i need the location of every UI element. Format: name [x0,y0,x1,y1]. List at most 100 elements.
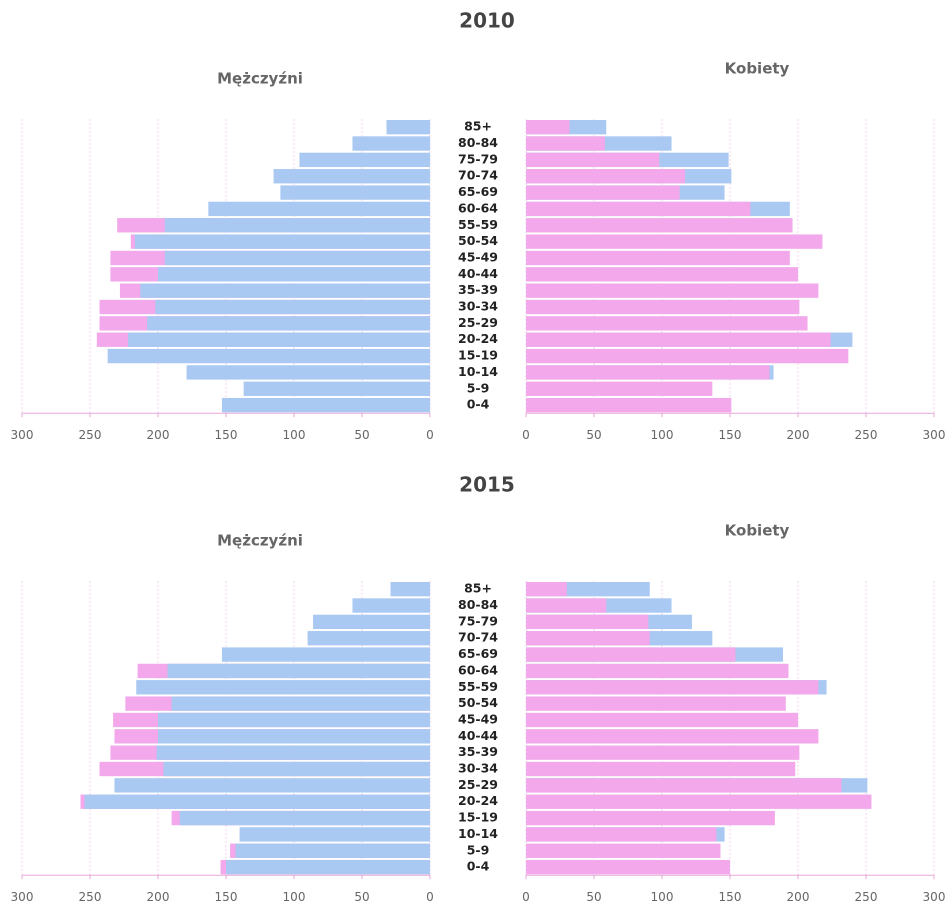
category-label: 80-84 [458,597,498,612]
category-label: 15-19 [458,348,498,363]
x-tick-label: 200 [147,428,170,442]
bar [526,794,872,809]
category-label: 30-34 [458,761,498,776]
category-label: 40-44 [458,266,498,281]
bar [386,120,430,135]
bar [526,348,849,364]
category-label: 45-49 [458,249,498,264]
x-tick-label: 200 [147,890,170,902]
bar [164,250,431,266]
bar [526,614,649,630]
category-label: 15-19 [458,810,498,825]
category-label: 75-79 [458,151,498,166]
x-tick-label: 0 [522,428,530,442]
bar [526,120,570,135]
category-label: 35-39 [458,744,498,759]
bar [179,810,430,826]
category-label: 10-14 [458,364,498,379]
bar [526,778,842,793]
panel-title: Mężczyźni [217,70,303,88]
x-tick-label: 250 [79,890,102,902]
bar [134,234,430,249]
category-label: 75-79 [458,613,498,628]
bar [171,696,430,711]
bar [155,299,430,315]
bar [226,859,430,875]
bar [107,348,431,364]
x-tick-label: 0 [522,890,530,902]
category-label: 20-24 [458,793,498,808]
x-tick-label: 100 [651,890,674,902]
bar [158,729,430,744]
x-tick-label: 150 [719,890,742,902]
bar [526,201,751,217]
bar [208,201,430,217]
category-label: 65-69 [458,184,498,199]
bar [526,316,808,331]
category-label: 45-49 [458,711,498,726]
bar [167,663,430,679]
bar [186,365,430,380]
x-tick-label: 250 [855,890,878,902]
bar [526,843,721,858]
x-tick-label: 300 [11,428,34,442]
bar [352,598,430,613]
category-label: 10-14 [458,826,498,841]
category-label: 70-74 [458,630,498,645]
bar [114,778,430,793]
bar [163,761,430,777]
bar [128,332,430,347]
bar [526,631,650,646]
bar [526,234,823,249]
category-label: 30-34 [458,299,498,314]
bar [158,267,430,282]
category-label: 80-84 [458,135,498,150]
category-label: 25-29 [458,315,498,330]
bar [526,397,732,413]
panel-title: Kobiety [725,60,790,78]
bar [352,136,430,151]
x-tick-label: 150 [719,428,742,442]
bar [526,761,796,777]
bar [526,859,730,875]
bar [526,827,717,842]
category-label: 25-29 [458,777,498,792]
bar [156,745,430,760]
bar [221,647,430,662]
bar [526,283,819,298]
category-label: 60-64 [458,662,498,677]
bar [243,381,430,396]
x-tick-label: 0 [426,890,434,902]
category-label: 35-39 [458,282,498,297]
category-label: 20-24 [458,331,498,346]
bar [390,582,430,597]
bar [140,283,430,298]
bar [526,250,790,266]
bar [526,267,798,282]
bar [136,680,431,695]
x-tick-label: 200 [787,890,810,902]
bar [164,218,431,233]
x-tick-label: 100 [651,428,674,442]
category-label: 50-54 [458,695,498,710]
bar [526,663,789,679]
bar [526,152,660,168]
bar [526,299,800,315]
x-tick-label: 200 [787,428,810,442]
bar [526,365,770,380]
bar [307,631,430,646]
category-label: 85+ [464,581,492,596]
bar [526,598,607,613]
x-tick-label: 0 [426,428,434,442]
bar [147,316,430,331]
x-tick-label: 300 [923,890,946,902]
bar [273,169,430,184]
category-label: 5-9 [467,842,490,857]
category-label: 0-4 [467,397,490,412]
category-label: 70-74 [458,168,498,183]
bar [280,185,430,200]
bar [526,381,713,396]
category-label: 55-59 [458,217,498,232]
bar [313,614,430,630]
